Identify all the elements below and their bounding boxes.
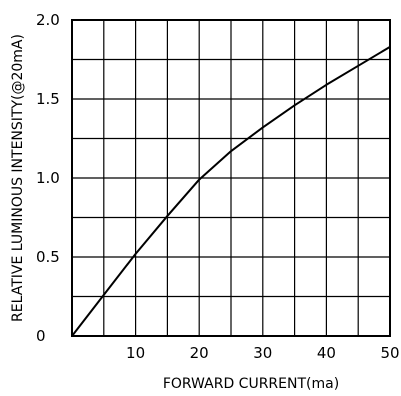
y-tick-label: 1.0 bbox=[36, 169, 60, 187]
y-tick-label: 0 bbox=[36, 327, 46, 345]
x-tick-label: 30 bbox=[253, 344, 272, 362]
grid bbox=[71, 19, 391, 337]
x-tick-label: 20 bbox=[190, 344, 209, 362]
plot-frame bbox=[71, 19, 391, 337]
x-tick-label: 40 bbox=[317, 344, 336, 362]
x-tick-label: 10 bbox=[126, 344, 145, 362]
y-tick-label: 1.5 bbox=[36, 90, 60, 108]
y-axis-label: RELATIVE LUMINOUS INTENSITY(@20mA) bbox=[10, 34, 26, 322]
x-axis-label: FORWARD CURRENT(ma) bbox=[163, 376, 339, 392]
series-layer bbox=[71, 45, 391, 337]
series-line-1 bbox=[71, 45, 391, 337]
y-tick-label: 0.5 bbox=[36, 248, 60, 266]
y-tick-label: 2.0 bbox=[36, 11, 60, 29]
tick-labels: 10 20 30 40 50 0 0.5 1.0 1.5 2.0 bbox=[36, 11, 400, 362]
x-tick-label: 50 bbox=[380, 344, 399, 362]
